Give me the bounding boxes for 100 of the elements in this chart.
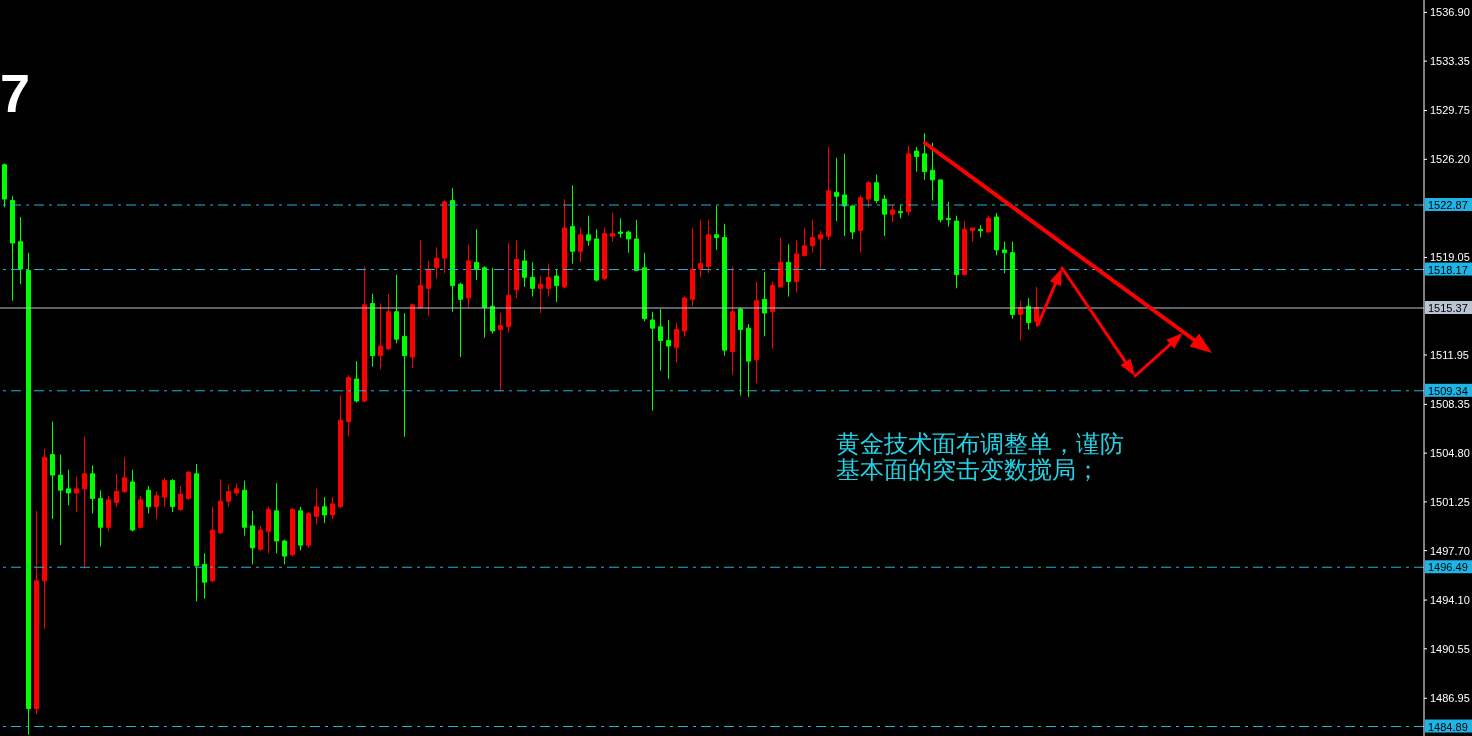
candlestick — [418, 239, 423, 310]
candlestick — [794, 239, 799, 293]
candlestick — [82, 436, 87, 569]
candlestick — [834, 157, 839, 222]
candlestick — [410, 302, 415, 369]
candlestick — [914, 146, 919, 173]
candlestick — [842, 153, 847, 237]
candlestick — [178, 485, 183, 512]
y-tick-label: 1519.05 — [1430, 251, 1470, 264]
candlestick — [1026, 297, 1031, 331]
candlestick — [90, 464, 95, 515]
candlestick — [314, 488, 319, 526]
candlestick — [714, 205, 719, 251]
candlestick — [338, 394, 343, 509]
candlestick — [474, 228, 479, 281]
candlestick — [874, 173, 879, 204]
candlestick — [538, 275, 543, 314]
candlestick — [610, 212, 615, 243]
candlestick — [578, 227, 583, 263]
candlestick — [890, 204, 895, 223]
candlestick — [130, 469, 135, 532]
candlestick — [386, 293, 391, 351]
candlestick — [394, 274, 399, 344]
candlestick — [66, 469, 71, 506]
candlestick — [34, 510, 39, 715]
candlestick — [42, 448, 47, 630]
candlestick — [26, 252, 31, 736]
y-tick-label: 1536.90 — [1430, 6, 1470, 19]
candlestick — [234, 482, 239, 497]
candlestick — [370, 293, 375, 368]
candlestick — [882, 194, 887, 237]
candlestick — [202, 552, 207, 600]
candlestick — [626, 230, 631, 254]
y-tick-label: 1511.95 — [1430, 348, 1469, 361]
candlestick — [226, 484, 231, 508]
candlestick — [1034, 286, 1039, 328]
candlestick — [746, 323, 751, 398]
candlestick — [810, 219, 815, 254]
candlestick — [586, 215, 591, 247]
candlestick — [642, 252, 647, 322]
candlestick — [818, 230, 823, 270]
candlestick — [98, 489, 103, 548]
candlestick — [362, 265, 367, 403]
candlestick — [74, 475, 79, 513]
candlestick — [194, 463, 199, 602]
candlestick — [402, 312, 407, 438]
y-tick-label: 1490.55 — [1430, 642, 1470, 655]
candlestick — [258, 525, 263, 552]
candlestick — [618, 217, 623, 239]
candlestick — [274, 482, 279, 554]
candlestick — [514, 239, 519, 299]
candlestick — [490, 267, 495, 335]
candlestick — [930, 142, 935, 201]
candlestick — [954, 215, 959, 289]
candlestick — [290, 507, 295, 557]
candlestick — [850, 204, 855, 240]
candlestick — [18, 216, 23, 285]
candlestick — [58, 454, 63, 546]
candlestick — [682, 296, 687, 337]
candlestick — [242, 480, 247, 537]
candlestick — [698, 219, 703, 278]
candlestick — [530, 261, 535, 298]
candlestick — [250, 510, 255, 565]
y-tick-label: 1533.35 — [1430, 55, 1470, 68]
candlestick — [674, 322, 679, 364]
candlestick — [506, 242, 511, 333]
candlestick — [938, 179, 943, 223]
candlestick — [986, 215, 991, 233]
candlestick — [458, 282, 463, 358]
candlestick — [482, 265, 487, 339]
y-tick-label: 1486.95 — [1430, 692, 1470, 705]
ref-line-label: 1484.89 — [1428, 720, 1468, 733]
candlestick — [114, 473, 119, 508]
candlestick — [690, 227, 695, 307]
candlestick — [218, 478, 223, 535]
candlestick — [346, 374, 351, 438]
candlestick — [522, 249, 527, 288]
candlestick — [210, 506, 215, 583]
candlestick — [266, 506, 271, 554]
ref-line-label: 1509.34 — [1428, 384, 1468, 397]
y-tick-label: 1497.70 — [1430, 544, 1470, 557]
candlestick — [962, 220, 967, 276]
candlestick — [594, 228, 599, 282]
candlestick — [162, 477, 167, 508]
candlestick — [858, 194, 863, 254]
candlestick — [666, 319, 671, 380]
candlestick — [650, 311, 655, 412]
y-tick-label: 1526.20 — [1430, 153, 1470, 166]
candlestick — [546, 263, 551, 298]
candlestick — [634, 219, 639, 272]
candlestick — [434, 246, 439, 280]
y-tick-label: 1529.75 — [1430, 104, 1470, 117]
candlestick — [466, 243, 471, 309]
y-tick-label: 1501.25 — [1430, 495, 1470, 508]
candlestick — [722, 223, 727, 357]
annotation: 基本面的突击变数搅局； — [836, 456, 1101, 484]
candlestick — [426, 260, 431, 317]
candlestick — [186, 470, 191, 501]
candlestick — [706, 219, 711, 274]
candlestick — [730, 265, 735, 376]
